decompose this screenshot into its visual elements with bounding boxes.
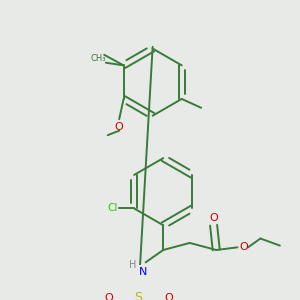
Text: N: N (139, 267, 147, 277)
Text: S: S (134, 291, 142, 300)
Text: O: O (209, 213, 218, 223)
Text: O: O (104, 293, 113, 300)
Text: Cl: Cl (107, 203, 117, 214)
Text: O: O (115, 122, 124, 132)
Text: CH₃: CH₃ (90, 54, 106, 63)
Text: O: O (164, 293, 173, 300)
Text: O: O (239, 242, 248, 252)
Text: H: H (129, 260, 136, 270)
